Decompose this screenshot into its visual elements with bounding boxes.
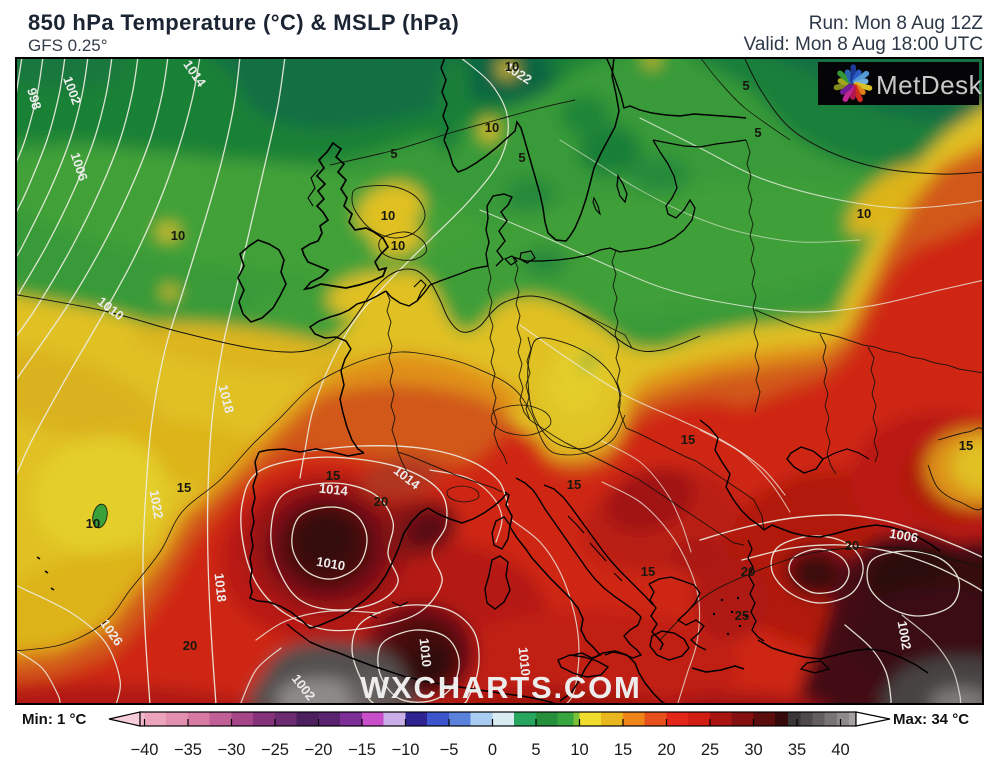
svg-text:20: 20 [657, 741, 675, 759]
svg-text:−5: −5 [440, 741, 459, 759]
svg-text:−15: −15 [348, 741, 376, 759]
svg-text:0: 0 [488, 741, 497, 759]
svg-text:−40: −40 [131, 741, 159, 759]
svg-text:35: 35 [788, 741, 806, 759]
svg-text:−20: −20 [305, 741, 333, 759]
svg-text:25: 25 [701, 741, 719, 759]
svg-text:−35: −35 [174, 741, 202, 759]
svg-text:−10: −10 [392, 741, 420, 759]
svg-text:5: 5 [531, 741, 540, 759]
svg-text:10: 10 [570, 741, 588, 759]
svg-text:−25: −25 [261, 741, 289, 759]
svg-text:−30: −30 [218, 741, 246, 759]
svg-text:30: 30 [744, 741, 762, 759]
svg-text:40: 40 [831, 741, 849, 759]
svg-text:15: 15 [614, 741, 632, 759]
